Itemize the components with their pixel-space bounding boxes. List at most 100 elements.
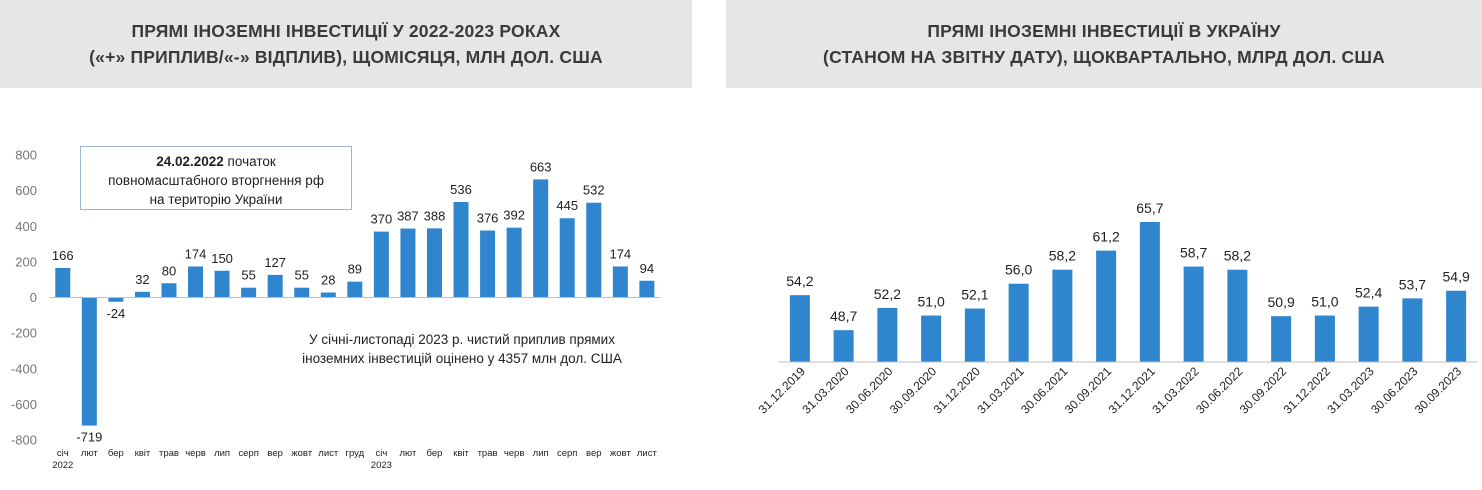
right-bar-value-label: 52,4	[1355, 285, 1382, 301]
left-x-tick-label: бер	[108, 448, 124, 459]
left-x-tick-label: квіт	[453, 448, 469, 459]
left-x-tick-label: груд	[346, 448, 365, 459]
left-bar-value-label: 28	[321, 273, 335, 288]
left-y-tick-label: -200	[11, 326, 37, 341]
left-bar	[320, 292, 336, 298]
left-bar-value-label: 55	[294, 268, 308, 283]
right-bar-value-label: 58,2	[1224, 248, 1251, 264]
left-bar	[81, 297, 97, 426]
left-x-tick-label: лют	[81, 448, 98, 459]
left-y-tick-label: -800	[11, 433, 37, 448]
right-bar-value-label: 58,7	[1180, 245, 1207, 261]
left-y-tick-label: 800	[15, 148, 37, 163]
annotation-line1: 24.02.2022 початок	[81, 152, 351, 171]
left-y-tick-label: 200	[15, 254, 37, 269]
left-bar	[108, 297, 124, 302]
note-line1: У січні-листопаді 2023 р. чистий приплив…	[309, 332, 615, 347]
left-x-tick-label: жовт	[610, 448, 631, 459]
left-bar	[134, 291, 150, 298]
left-bar-value-label: 370	[371, 212, 393, 227]
right-x-tick-label: 30.09.2023	[1412, 364, 1465, 417]
left-bar	[480, 230, 496, 298]
left-y-tick-label: -600	[11, 397, 37, 412]
right-bar	[833, 330, 854, 362]
left-bar	[506, 227, 522, 298]
left-bar	[639, 280, 655, 298]
left-bar	[161, 283, 177, 298]
right-bar	[1227, 269, 1248, 362]
left-x-tick-label: черв	[504, 448, 525, 459]
right-bar-value-label: 54,2	[786, 273, 813, 289]
right-bar-value-label: 56,0	[1005, 262, 1032, 278]
annotation-line2: повномасштабного вторгнення рф	[108, 173, 324, 188]
left-bar	[453, 202, 469, 298]
right-bar	[964, 308, 985, 362]
left-bar	[294, 287, 310, 298]
left-x-tick-label: бер	[427, 448, 443, 459]
invasion-annotation-box: 24.02.2022 початок повномасштабного втор…	[80, 146, 352, 210]
right-bar	[877, 307, 898, 362]
left-bar-value-label: 445	[556, 198, 578, 213]
left-bar	[373, 231, 389, 298]
left-bar	[612, 266, 628, 298]
left-bar	[267, 274, 283, 298]
left-bar-value-label: 174	[185, 247, 207, 262]
left-bar	[400, 228, 416, 298]
left-bar-value-label: 89	[348, 262, 362, 277]
left-bar-value-label: 376	[477, 211, 499, 226]
right-bar	[1008, 283, 1029, 362]
right-bar	[1402, 298, 1423, 362]
annotation-date: 24.02.2022	[156, 154, 224, 169]
left-x-tick-label: січ	[57, 448, 69, 459]
left-bar-value-label: 127	[264, 255, 286, 270]
left-bar	[559, 218, 575, 298]
right-chart-header: ПРЯМІ ІНОЗЕМНІ ІНВЕСТИЦІЇ В УКРАЇНУ (СТА…	[726, 0, 1482, 88]
right-bar-value-label: 52,2	[874, 286, 901, 302]
left-x-tick-label: лист	[318, 448, 339, 459]
left-bar	[55, 267, 71, 298]
left-x-tick-label: січ	[375, 448, 387, 459]
right-chart-title-line2: (СТАНОМ НА ЗВІТНУ ДАТУ), ЩОКВАРТАЛЬНО, М…	[823, 47, 1385, 67]
right-bar	[1446, 290, 1467, 362]
right-bar	[1096, 250, 1117, 362]
left-bar-value-label: 387	[397, 209, 419, 224]
left-y-tick-label: -400	[11, 361, 37, 376]
left-x-tick-label: вер	[586, 448, 602, 459]
left-chart-header: ПРЯМІ ІНОЗЕМНІ ІНВЕСТИЦІЇ У 2022-2023 РО…	[0, 0, 692, 88]
left-bar	[347, 281, 363, 298]
left-bar	[241, 287, 257, 298]
left-x-tick-label: лист	[637, 448, 658, 459]
left-bar-value-label: -24	[106, 306, 125, 321]
right-bar-value-label: 61,2	[1093, 229, 1120, 245]
right-bar	[1183, 266, 1204, 362]
left-x-tick-label: серп	[557, 448, 577, 459]
left-bar-value-label: 94	[640, 261, 654, 276]
annotation-line3: на територію України	[149, 192, 283, 207]
left-bar-value-label: 80	[162, 263, 176, 278]
left-bar	[586, 202, 602, 298]
left-x-tick-label: квіт	[135, 448, 151, 459]
left-bar-value-label: 536	[450, 182, 472, 197]
left-bar	[214, 270, 230, 298]
right-bar-value-label: 51,0	[918, 294, 945, 310]
right-bar	[789, 295, 810, 362]
left-x-tick-label: жовт	[291, 448, 312, 459]
right-bar	[921, 315, 942, 362]
net-inflow-note: У січні-листопаді 2023 р. чистий приплив…	[262, 330, 662, 368]
left-bar-value-label: 55	[241, 268, 255, 283]
note-line2: іноземних інвестицій оцінено у 4357 млн …	[302, 351, 622, 366]
left-x-tick-label: черв	[185, 448, 206, 459]
left-bar-value-label: 174	[609, 247, 631, 262]
left-x-tick-label: лют	[400, 448, 417, 459]
left-bar-value-label: 532	[583, 183, 605, 198]
left-bar	[533, 179, 549, 298]
left-year-label: 2022	[52, 460, 73, 471]
left-x-tick-label: трав	[159, 448, 179, 459]
right-bar-value-label: 52,1	[961, 287, 988, 303]
right-bar-value-label: 53,7	[1399, 276, 1426, 292]
left-y-tick-label: 400	[15, 219, 37, 234]
right-bar-value-label: 65,7	[1136, 200, 1163, 216]
left-bar-value-label: 388	[424, 208, 446, 223]
right-bar	[1271, 316, 1292, 362]
